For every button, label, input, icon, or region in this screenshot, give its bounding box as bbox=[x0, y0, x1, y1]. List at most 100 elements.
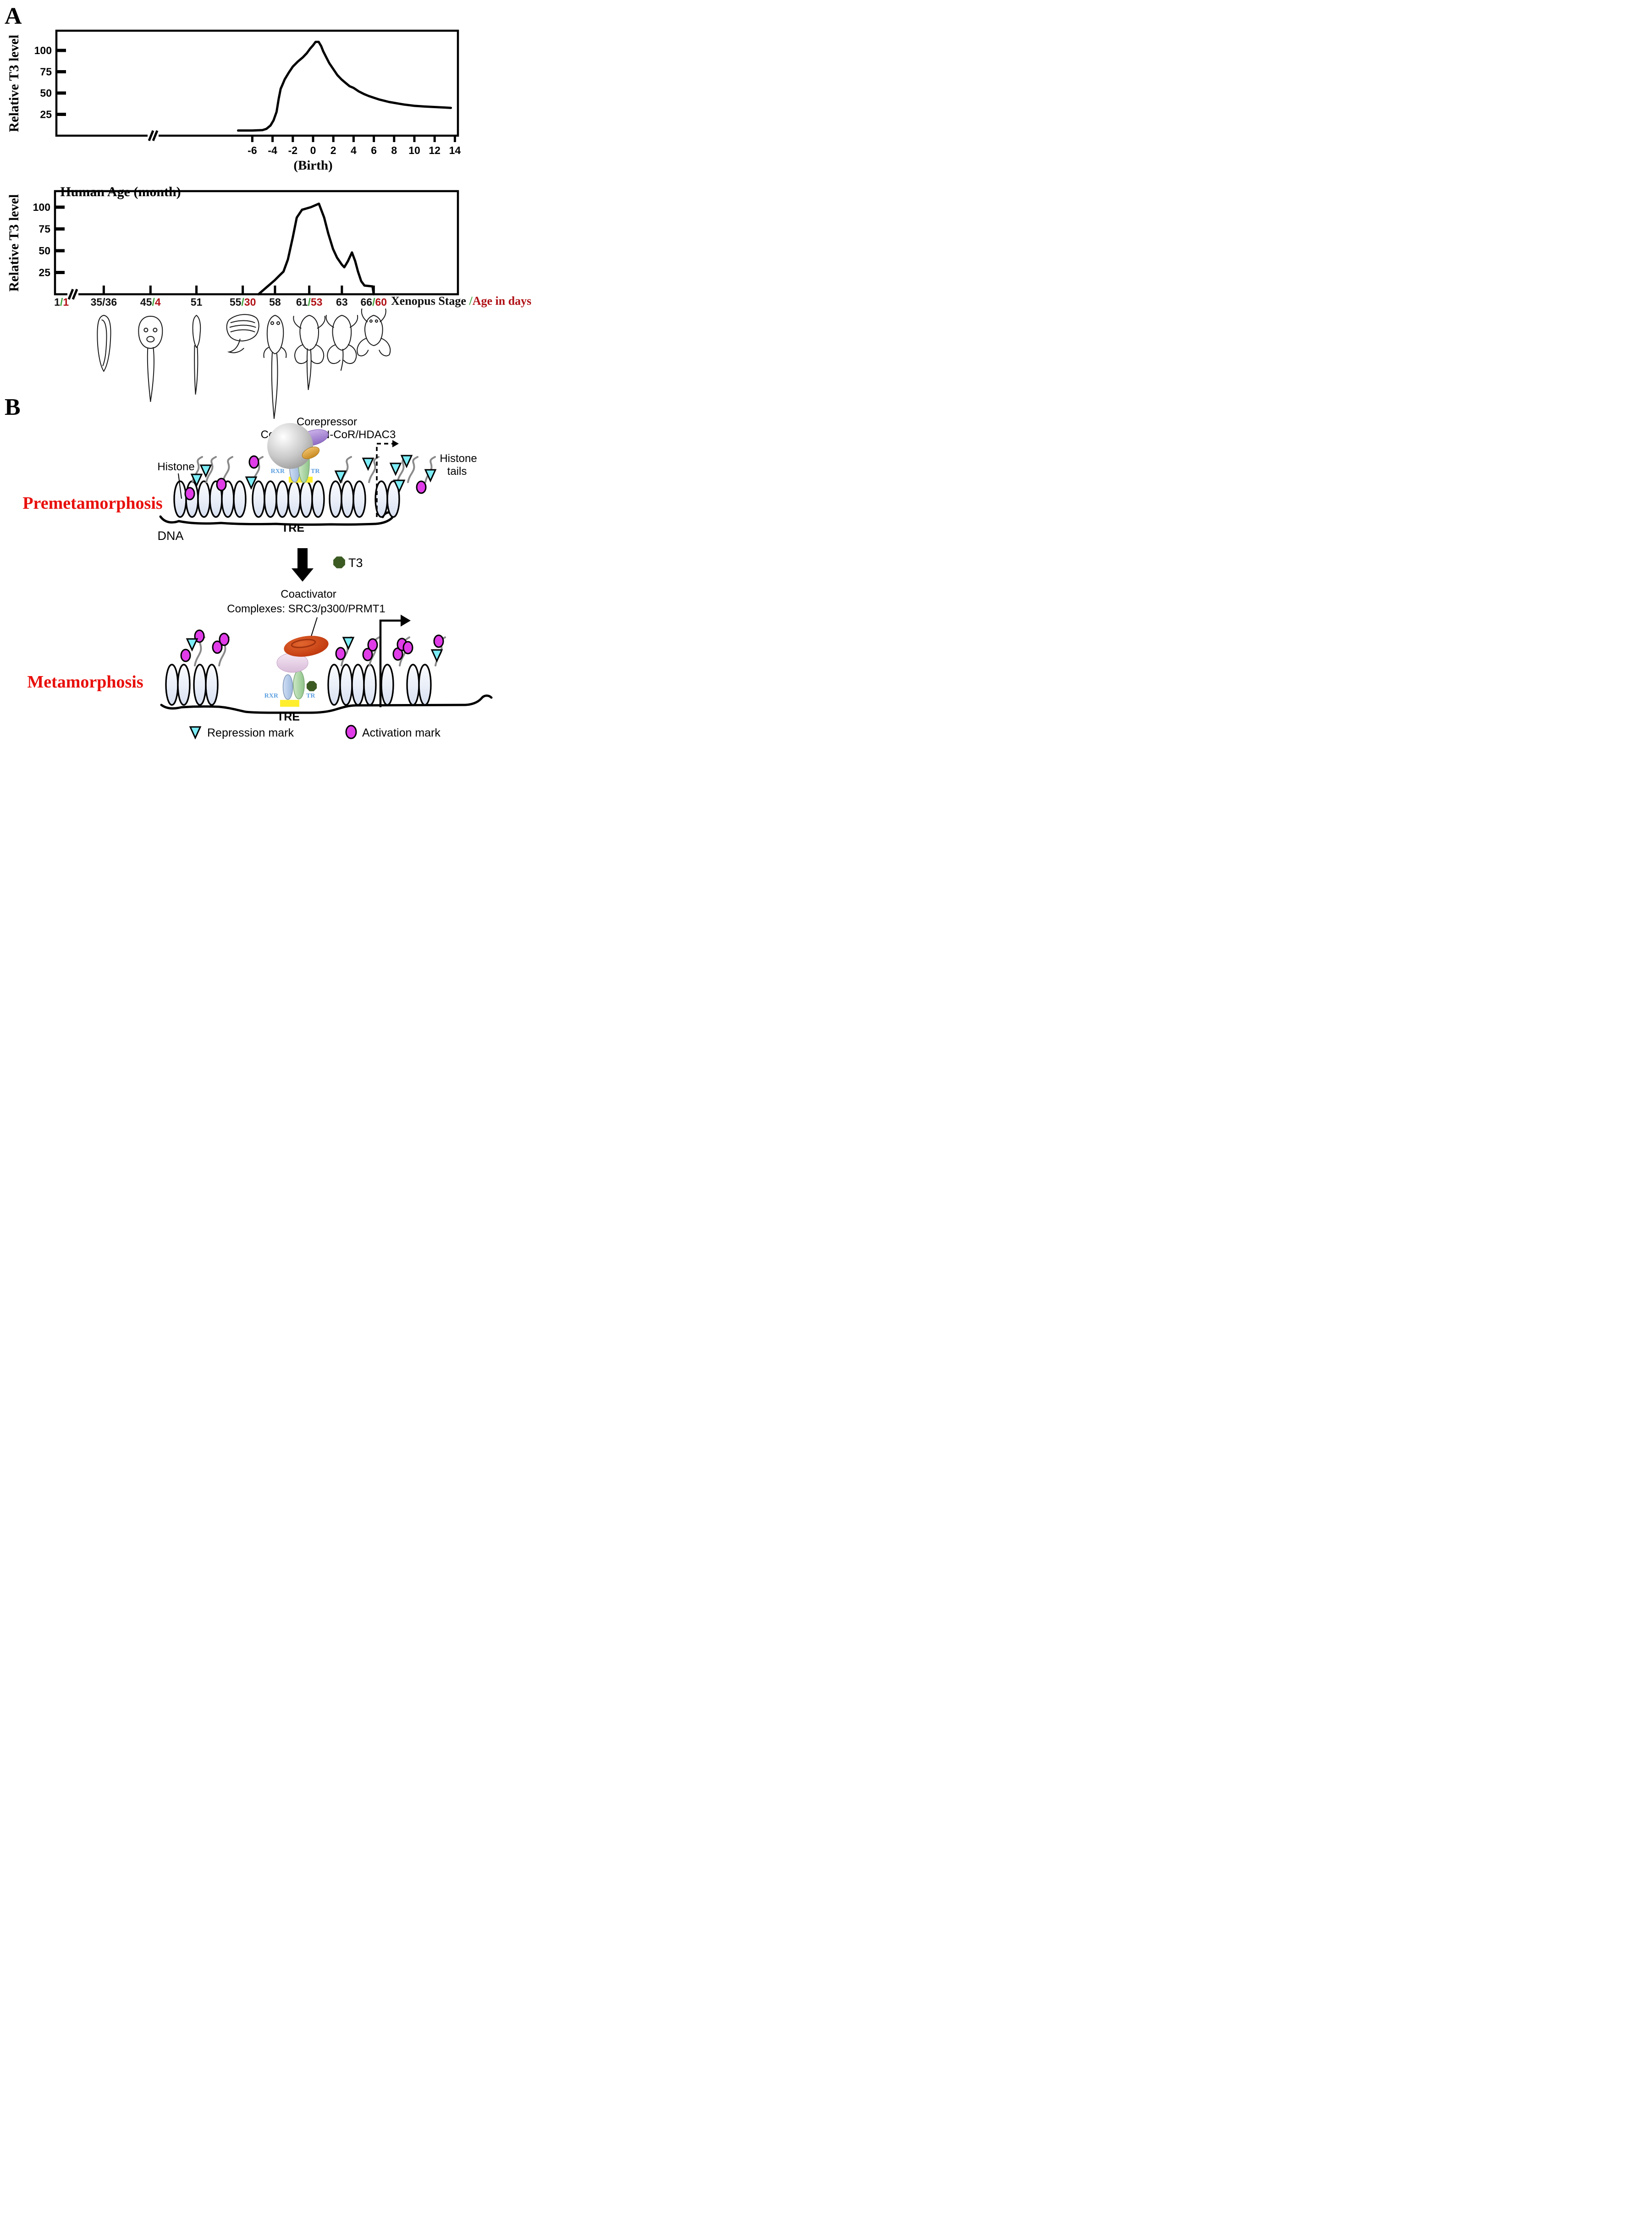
t3-hormone-icon bbox=[333, 556, 345, 568]
histone-tail bbox=[222, 456, 233, 483]
histone-tail bbox=[407, 456, 419, 483]
frog-icon-tad58 bbox=[263, 314, 287, 419]
coactivator-complex: RXR TR bbox=[264, 636, 329, 707]
human-t3-curve bbox=[237, 40, 452, 132]
stage-tick-label: 45/4 bbox=[140, 296, 161, 308]
coactivator-label-line1: Coactivator bbox=[281, 588, 336, 600]
xenopus-stage-drawings bbox=[97, 308, 391, 419]
frog-sketch-path bbox=[349, 315, 358, 328]
activation-mark-icon bbox=[219, 633, 230, 646]
x-tick-label: 4 bbox=[351, 144, 357, 156]
frog-icon-head55 bbox=[226, 314, 259, 353]
frog-sketch-path bbox=[271, 352, 275, 419]
x-tick-label: 0 bbox=[310, 144, 316, 156]
meta-tre-label: TRE bbox=[277, 710, 300, 723]
repression-mark-icon bbox=[389, 462, 402, 476]
frog-sketch-path bbox=[273, 353, 278, 419]
frog-sketch-path bbox=[306, 348, 309, 390]
premetamorphosis-section: Corepressor Complexes: N-CoR/HDAC3 Preme… bbox=[22, 416, 477, 543]
nucleosome-loop bbox=[329, 480, 342, 518]
nucleosome-loop bbox=[386, 480, 400, 518]
panel-a-label: A bbox=[5, 3, 22, 29]
repression-mark-icon bbox=[400, 455, 413, 468]
x-tick bbox=[393, 136, 396, 142]
stage-tick-label: 55/30 bbox=[230, 296, 256, 308]
frog-sketch-path bbox=[266, 314, 284, 355]
x-tick-label: 10 bbox=[408, 144, 420, 156]
frog-sketch-path bbox=[369, 319, 373, 323]
frog-sketch-path bbox=[192, 314, 201, 348]
activation-mark-icon bbox=[367, 638, 378, 652]
x-tick bbox=[312, 136, 314, 142]
premetamorphosis-title: Premetamorphosis bbox=[22, 494, 162, 513]
y-tick bbox=[56, 113, 66, 116]
x-tick-label: -4 bbox=[268, 144, 277, 156]
y-tick bbox=[55, 227, 65, 231]
active-transcription-arrow bbox=[379, 615, 411, 707]
repression-mark-icon bbox=[186, 638, 198, 652]
frog-sketch-path bbox=[281, 347, 287, 358]
x-tick bbox=[413, 136, 416, 142]
nucleosome-loop bbox=[363, 664, 377, 706]
figure-svg: A 25 50 75 100 -6 -4 -2 0 2 4 6 8 10 12 14 Relative T… bbox=[5, 3, 531, 739]
y-tick-label: 75 bbox=[39, 223, 50, 235]
corepressor-complex: RXR TR bbox=[267, 423, 329, 483]
x-tick-label: 8 bbox=[391, 144, 397, 156]
activation-mark-icon bbox=[248, 455, 259, 469]
panel-b: B Corepressor Complexes: N-CoR/HDAC3 Pre… bbox=[5, 394, 493, 739]
dashed-arrow-head bbox=[392, 440, 399, 447]
repression-mark-icon bbox=[430, 649, 443, 663]
x-tick bbox=[332, 136, 335, 142]
x-tick bbox=[274, 286, 276, 294]
corepressor-subunit-sphere bbox=[267, 423, 313, 469]
human-x-axis: -6 -4 -2 0 2 4 6 8 10 12 14 bbox=[248, 136, 461, 156]
repression-mark-icon bbox=[245, 476, 258, 490]
histone-pointer-line bbox=[178, 473, 182, 499]
frog-sketch-path bbox=[230, 320, 255, 323]
frog-sketch-path bbox=[310, 344, 325, 364]
activation-mark-icon bbox=[212, 640, 223, 654]
nucleosome-loop bbox=[352, 480, 366, 518]
frog-sketch-path bbox=[146, 336, 155, 342]
nucleosome-loop bbox=[380, 664, 394, 706]
activation-mark-icon bbox=[184, 487, 195, 501]
frog-sketch-path bbox=[153, 328, 158, 332]
stage-tick-label: 51 bbox=[191, 296, 203, 308]
axis-break-slash bbox=[67, 289, 74, 300]
repression-mark-icon bbox=[424, 469, 437, 483]
x-tick-label: 14 bbox=[449, 144, 461, 156]
repression-mark-icon bbox=[362, 457, 374, 471]
nucleosome-loop bbox=[351, 664, 365, 706]
nucleosome-loop bbox=[233, 480, 247, 518]
premeta-chromatin-coil bbox=[159, 480, 400, 526]
frog-sketch-path bbox=[143, 328, 149, 332]
t3-octagon-bound bbox=[306, 681, 317, 692]
x-tick bbox=[242, 286, 244, 294]
coactivator-label-line2: Complexes: SRC3/p300/PRMT1 bbox=[227, 603, 385, 615]
activation-mark-icon bbox=[345, 725, 357, 739]
frog-sketch-path bbox=[195, 346, 198, 395]
histone-tails-label-line1: Histone bbox=[440, 452, 477, 465]
nucleosome-loop bbox=[299, 480, 313, 518]
y-tick-label: 100 bbox=[34, 44, 52, 56]
premeta-rxr-label: RXR bbox=[271, 468, 285, 475]
t3-label: T3 bbox=[348, 556, 363, 570]
frog-sketch-path bbox=[361, 308, 368, 322]
nucleosome-loop bbox=[311, 480, 325, 518]
frog-sketch-path bbox=[270, 321, 274, 325]
y-tick bbox=[55, 205, 65, 209]
frog-sketch-path bbox=[227, 339, 244, 353]
meta-dna-strand bbox=[160, 694, 493, 714]
frog-sketch-path bbox=[343, 344, 357, 364]
frog-sketch-path bbox=[229, 325, 256, 328]
nucleosome-loop bbox=[193, 664, 207, 706]
xenopus-chart-frame bbox=[54, 190, 459, 296]
activation-mark-icon bbox=[335, 647, 346, 660]
frog-icon-froglet63 bbox=[325, 314, 358, 371]
y-tick bbox=[56, 91, 66, 95]
xenopus-x-axis: 35/36 45/4 51 55/30 58 61/53 63 66/60 1/1 bbox=[54, 286, 387, 308]
frog-sketch-path bbox=[380, 308, 386, 322]
y-tick bbox=[55, 249, 65, 253]
xenopus-axis-break bbox=[67, 289, 78, 300]
premeta-tr-label: TR bbox=[311, 468, 320, 475]
